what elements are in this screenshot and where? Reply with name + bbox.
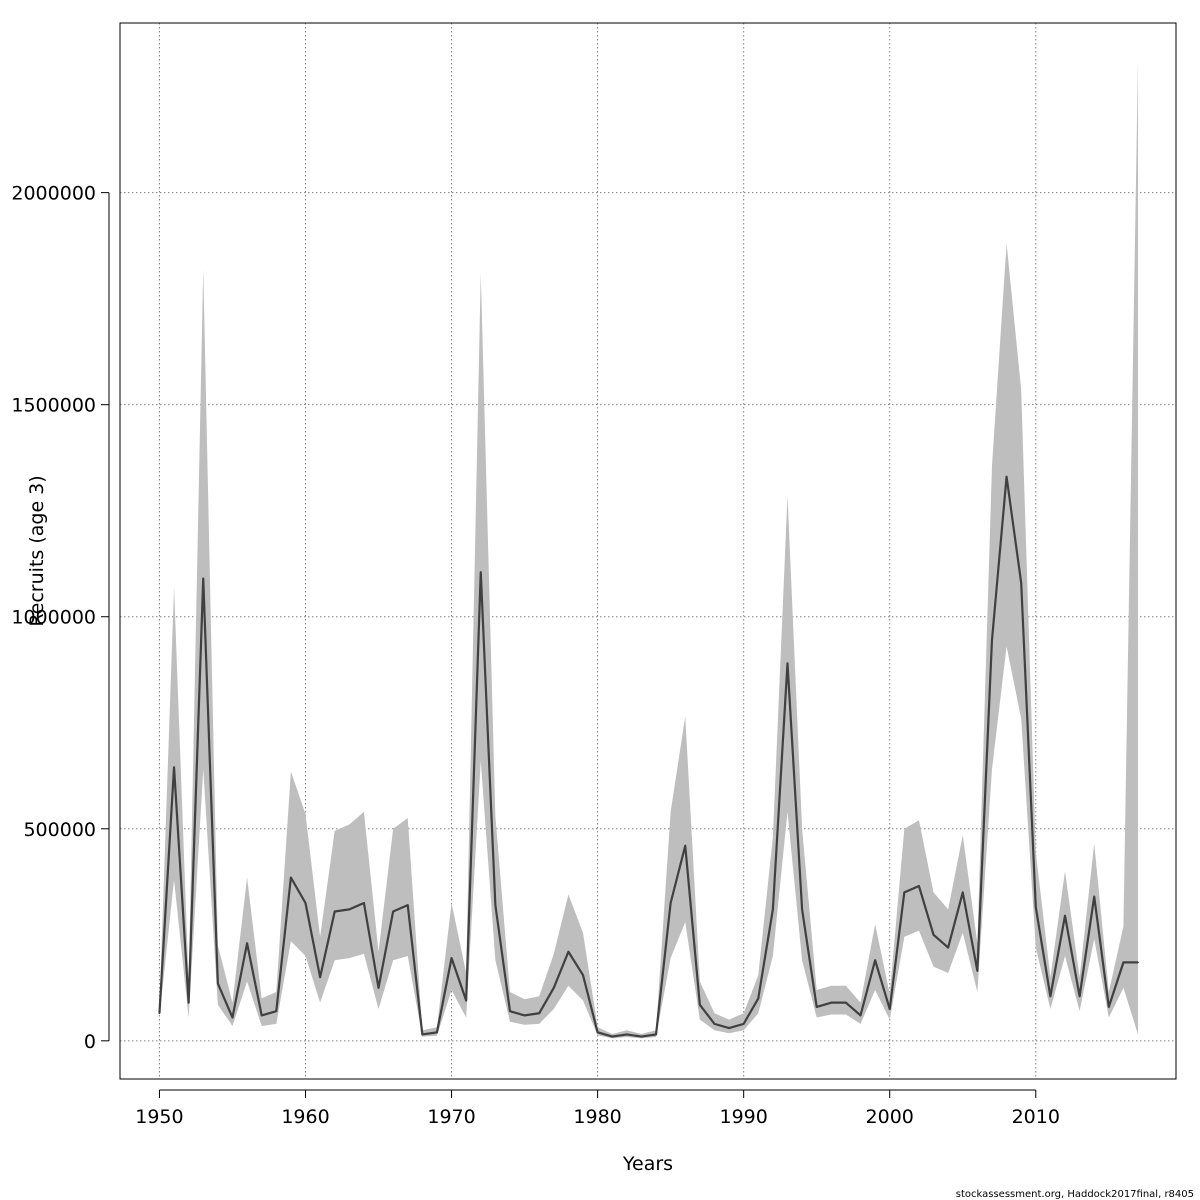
data-point-1999 — [874, 959, 876, 962]
data-point-1955 — [231, 1016, 234, 1019]
data-point-1973 — [494, 904, 497, 906]
data-point-1979 — [582, 974, 584, 976]
data-point-2007 — [991, 639, 993, 641]
y-tick-label-0: 0 — [84, 1031, 96, 1053]
data-point-2016 — [1122, 961, 1125, 964]
data-point-1956 — [246, 942, 248, 945]
data-point-1990 — [742, 1023, 745, 1025]
data-point-1993 — [786, 662, 789, 665]
x-tick-label-2000: 2000 — [866, 1106, 914, 1128]
data-point-1984 — [655, 1033, 657, 1036]
data-point-2003 — [932, 934, 935, 936]
source-footnote: stockassessment.org, Haddock2017final, r… — [956, 1189, 1194, 1200]
data-point-1989 — [728, 1027, 730, 1029]
data-point-2008 — [1005, 475, 1008, 478]
data-point-1963 — [348, 908, 351, 911]
data-point-2002 — [918, 885, 920, 887]
estimate-line — [158, 475, 1139, 1038]
data-point-1965 — [377, 987, 380, 989]
data-point-1997 — [845, 1001, 847, 1004]
data-point-1992 — [772, 908, 774, 911]
data-point-1957 — [260, 1014, 263, 1017]
data-point-2014 — [1093, 895, 1096, 898]
data-point-1969 — [436, 1031, 438, 1034]
data-point-1964 — [363, 902, 365, 904]
data-point-2015 — [1108, 1006, 1110, 1008]
data-point-1986 — [684, 844, 687, 847]
data-point-2013 — [1078, 995, 1081, 998]
data-point-1987 — [699, 1003, 701, 1006]
data-point-1976 — [538, 1012, 540, 1015]
data-point-1967 — [406, 904, 409, 906]
data-point-2017 — [1137, 961, 1139, 964]
data-point-2006 — [976, 970, 979, 972]
data-point-1983 — [640, 1035, 643, 1038]
data-point-2000 — [888, 1008, 891, 1010]
data-point-1991 — [757, 997, 760, 1000]
data-point-1953 — [202, 577, 205, 580]
y-tick-label-1000000: 1000000 — [11, 607, 96, 629]
data-point-1995 — [815, 1006, 818, 1008]
data-point-2010 — [1034, 906, 1037, 909]
x-tick-label-1980: 1980 — [573, 1106, 621, 1128]
data-point-2005 — [961, 891, 964, 894]
data-point-1960 — [304, 902, 307, 904]
x-tick-label-1990: 1990 — [719, 1106, 767, 1128]
data-point-1977 — [552, 987, 555, 989]
plot-frame — [119, 22, 1177, 1080]
data-point-1970 — [450, 957, 453, 959]
axes: 1950 1960 1970 1980 1990 2000 2010 0 500000 10000… — [11, 183, 1060, 1128]
y-axis-title: Recruits (age 3) — [26, 475, 48, 626]
data-point-1996 — [830, 1001, 833, 1004]
data-point-1981 — [611, 1035, 614, 1038]
data-point-1988 — [713, 1023, 716, 1025]
y-tick-label-2000000: 2000000 — [11, 183, 96, 205]
x-tick-label-1960: 1960 — [281, 1106, 329, 1128]
data-point-1954 — [217, 982, 219, 985]
y-tick-label-500000: 500000 — [23, 819, 96, 841]
data-point-1982 — [626, 1033, 628, 1036]
data-point-1952 — [187, 1001, 190, 1004]
data-point-1978 — [567, 950, 570, 953]
data-point-2012 — [1064, 914, 1066, 917]
data-point-1974 — [509, 1010, 511, 1012]
data-point-1950 — [158, 1012, 161, 1015]
data-point-1968 — [421, 1033, 424, 1036]
data-point-2009 — [1020, 582, 1022, 584]
x-axis-title: Years — [622, 1153, 673, 1175]
data-point-1961 — [319, 976, 321, 979]
data-point-2011 — [1049, 995, 1052, 998]
data-point-1985 — [669, 902, 672, 904]
data-point-1971 — [465, 999, 467, 1002]
data-point-1962 — [333, 910, 336, 913]
estimate-line-layer — [158, 475, 1139, 1038]
data-point-1966 — [392, 910, 394, 913]
data-point-1980 — [596, 1031, 599, 1034]
x-tick-label-1950: 1950 — [135, 1106, 183, 1128]
data-point-1998 — [859, 1014, 862, 1017]
x-tick-label-1970: 1970 — [427, 1106, 475, 1128]
data-point-2001 — [903, 891, 906, 894]
data-point-1951 — [173, 766, 175, 769]
data-point-2004 — [947, 946, 949, 949]
x-tick-label-2010: 2010 — [1012, 1106, 1060, 1128]
data-point-1958 — [275, 1010, 278, 1012]
data-point-1975 — [523, 1014, 526, 1017]
data-point-1959 — [290, 876, 292, 879]
data-point-1972 — [479, 571, 482, 573]
y-tick-label-1500000: 1500000 — [11, 395, 96, 417]
data-point-1994 — [801, 908, 803, 911]
